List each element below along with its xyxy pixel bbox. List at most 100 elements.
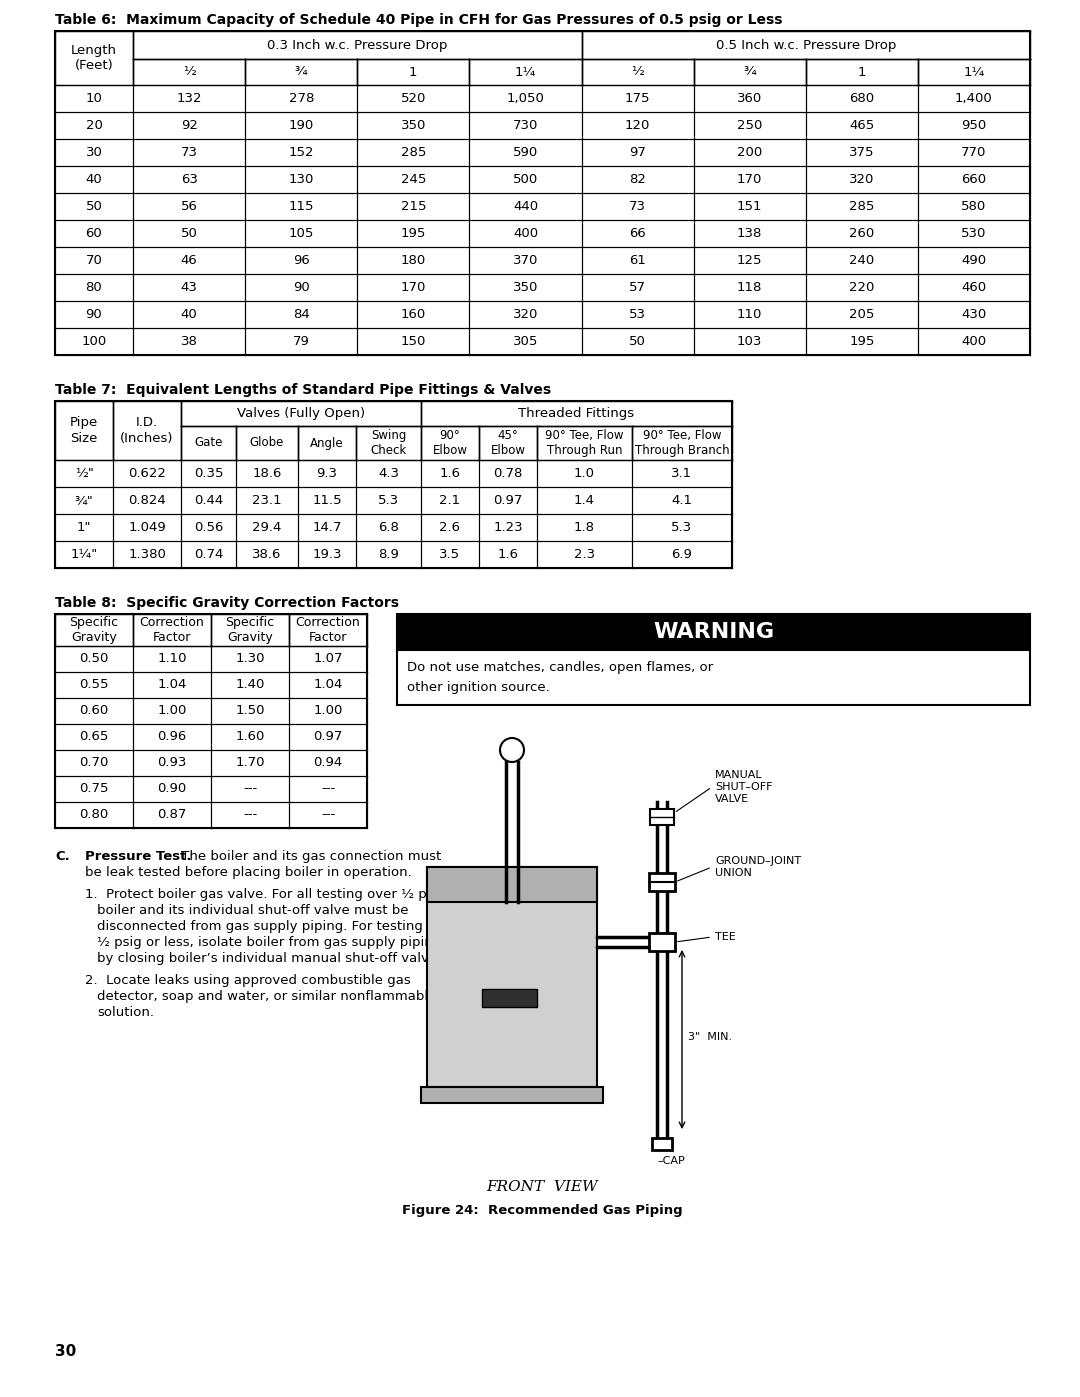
Text: ½: ½	[631, 66, 644, 78]
Text: ¾": ¾"	[75, 495, 93, 507]
Text: 90° Tee, Flow
Through Branch: 90° Tee, Flow Through Branch	[635, 429, 729, 457]
Text: 1,050: 1,050	[507, 92, 544, 105]
Text: 285: 285	[401, 147, 426, 159]
Text: 0.3 Inch w.c. Pressure Drop: 0.3 Inch w.c. Pressure Drop	[267, 39, 447, 52]
Text: 53: 53	[629, 307, 646, 321]
Text: 0.94: 0.94	[313, 757, 342, 770]
Text: disconnected from gas supply piping. For testing at: disconnected from gas supply piping. For…	[97, 921, 441, 933]
Text: 79: 79	[293, 335, 310, 348]
Text: 1,400: 1,400	[955, 92, 993, 105]
Text: 11.5: 11.5	[312, 495, 341, 507]
Text: 1": 1"	[77, 521, 91, 534]
Text: ¾: ¾	[743, 66, 756, 78]
Text: 43: 43	[180, 281, 198, 293]
Text: 520: 520	[401, 92, 426, 105]
Bar	[55, 615, 367, 828]
Text: 0.97: 0.97	[494, 495, 523, 507]
Text: 97: 97	[630, 147, 646, 159]
Text: by closing boiler’s individual manual shut-off valve.: by closing boiler’s individual manual sh…	[97, 951, 442, 965]
Text: 1.23: 1.23	[494, 521, 523, 534]
Text: 195: 195	[849, 335, 875, 348]
Text: 0.56: 0.56	[193, 521, 224, 534]
Text: 220: 220	[849, 281, 875, 293]
Text: 38.6: 38.6	[253, 548, 282, 562]
Text: 1.4: 1.4	[573, 495, 595, 507]
Text: 118: 118	[737, 281, 762, 293]
Text: solution.: solution.	[97, 1006, 154, 1018]
Text: 0.60: 0.60	[79, 704, 109, 718]
Bar	[397, 615, 1030, 650]
Text: 195: 195	[401, 226, 426, 240]
Text: 1.6: 1.6	[440, 467, 460, 481]
Text: 50: 50	[180, 226, 198, 240]
Text: 38: 38	[180, 335, 198, 348]
Text: FRONT  VIEW: FRONT VIEW	[486, 1180, 598, 1194]
Text: 680: 680	[849, 92, 875, 105]
Text: Pipe
Size: Pipe Size	[70, 416, 98, 444]
Text: 200: 200	[737, 147, 762, 159]
Text: 430: 430	[961, 307, 986, 321]
Text: 0.824: 0.824	[129, 495, 166, 507]
Text: 660: 660	[961, 173, 986, 186]
Text: 5.3: 5.3	[672, 521, 692, 534]
Text: 240: 240	[849, 254, 875, 267]
Text: 90°
Elbow: 90° Elbow	[432, 429, 468, 457]
Text: 5.3: 5.3	[378, 495, 400, 507]
Bar	[649, 873, 675, 891]
Bar	[397, 650, 1030, 705]
Text: 205: 205	[849, 307, 875, 321]
Text: 490: 490	[961, 254, 986, 267]
Text: 305: 305	[513, 335, 538, 348]
Text: 350: 350	[513, 281, 538, 293]
Text: 1.40: 1.40	[235, 679, 265, 692]
Text: 82: 82	[630, 173, 646, 186]
Text: 170: 170	[737, 173, 762, 186]
Text: 350: 350	[401, 119, 426, 131]
Text: 0.35: 0.35	[193, 467, 224, 481]
Text: Correction
Factor: Correction Factor	[296, 616, 361, 644]
Text: 10: 10	[85, 92, 103, 105]
Text: 1.  Protect boiler gas valve. For all testing over ½ psig,: 1. Protect boiler gas valve. For all tes…	[85, 888, 450, 901]
Text: 66: 66	[630, 226, 646, 240]
Text: 375: 375	[849, 147, 875, 159]
Text: 150: 150	[401, 335, 426, 348]
Text: 92: 92	[180, 119, 198, 131]
Text: Table 6:  Maximum Capacity of Schedule 40 Pipe in CFH for Gas Pressures of 0.5 p: Table 6: Maximum Capacity of Schedule 40…	[55, 13, 783, 27]
Text: 170: 170	[401, 281, 426, 293]
Text: 57: 57	[629, 281, 646, 293]
Circle shape	[500, 738, 524, 761]
Text: 103: 103	[737, 335, 762, 348]
Text: Length
(Feet): Length (Feet)	[71, 43, 117, 73]
Text: 73: 73	[180, 147, 198, 159]
Text: 950: 950	[961, 119, 986, 131]
Text: Specific
Gravity: Specific Gravity	[69, 616, 119, 644]
Text: 63: 63	[180, 173, 198, 186]
Text: 0.622: 0.622	[129, 467, 166, 481]
Text: 50: 50	[85, 200, 103, 212]
Text: 0.70: 0.70	[79, 757, 109, 770]
Text: 0.80: 0.80	[79, 809, 109, 821]
Bar	[427, 868, 597, 902]
Text: Table 8:  Specific Gravity Correction Factors: Table 8: Specific Gravity Correction Fac…	[55, 597, 399, 610]
Text: MANUAL
SHUT–OFF
VALVE: MANUAL SHUT–OFF VALVE	[715, 770, 772, 805]
Text: The boiler and its gas connection must: The boiler and its gas connection must	[177, 849, 442, 863]
Bar	[427, 868, 597, 1087]
Text: 1.04: 1.04	[158, 679, 187, 692]
Text: 440: 440	[513, 200, 538, 212]
Text: 46: 46	[180, 254, 198, 267]
Text: ---: ---	[321, 782, 335, 795]
Text: 730: 730	[513, 119, 538, 131]
Bar	[652, 1139, 672, 1150]
Text: 29.4: 29.4	[253, 521, 282, 534]
Text: WARNING: WARNING	[653, 622, 774, 643]
Text: 1.380: 1.380	[129, 548, 166, 562]
Text: 6.9: 6.9	[672, 548, 692, 562]
Text: 40: 40	[85, 173, 103, 186]
Text: 460: 460	[961, 281, 986, 293]
Text: 2.3: 2.3	[573, 548, 595, 562]
Text: 23.1: 23.1	[253, 495, 282, 507]
Text: 2.  Locate leaks using approved combustible gas: 2. Locate leaks using approved combustib…	[85, 974, 410, 988]
Text: 0.87: 0.87	[158, 809, 187, 821]
Text: 0.5 Inch w.c. Pressure Drop: 0.5 Inch w.c. Pressure Drop	[716, 39, 896, 52]
Text: 9.3: 9.3	[316, 467, 337, 481]
